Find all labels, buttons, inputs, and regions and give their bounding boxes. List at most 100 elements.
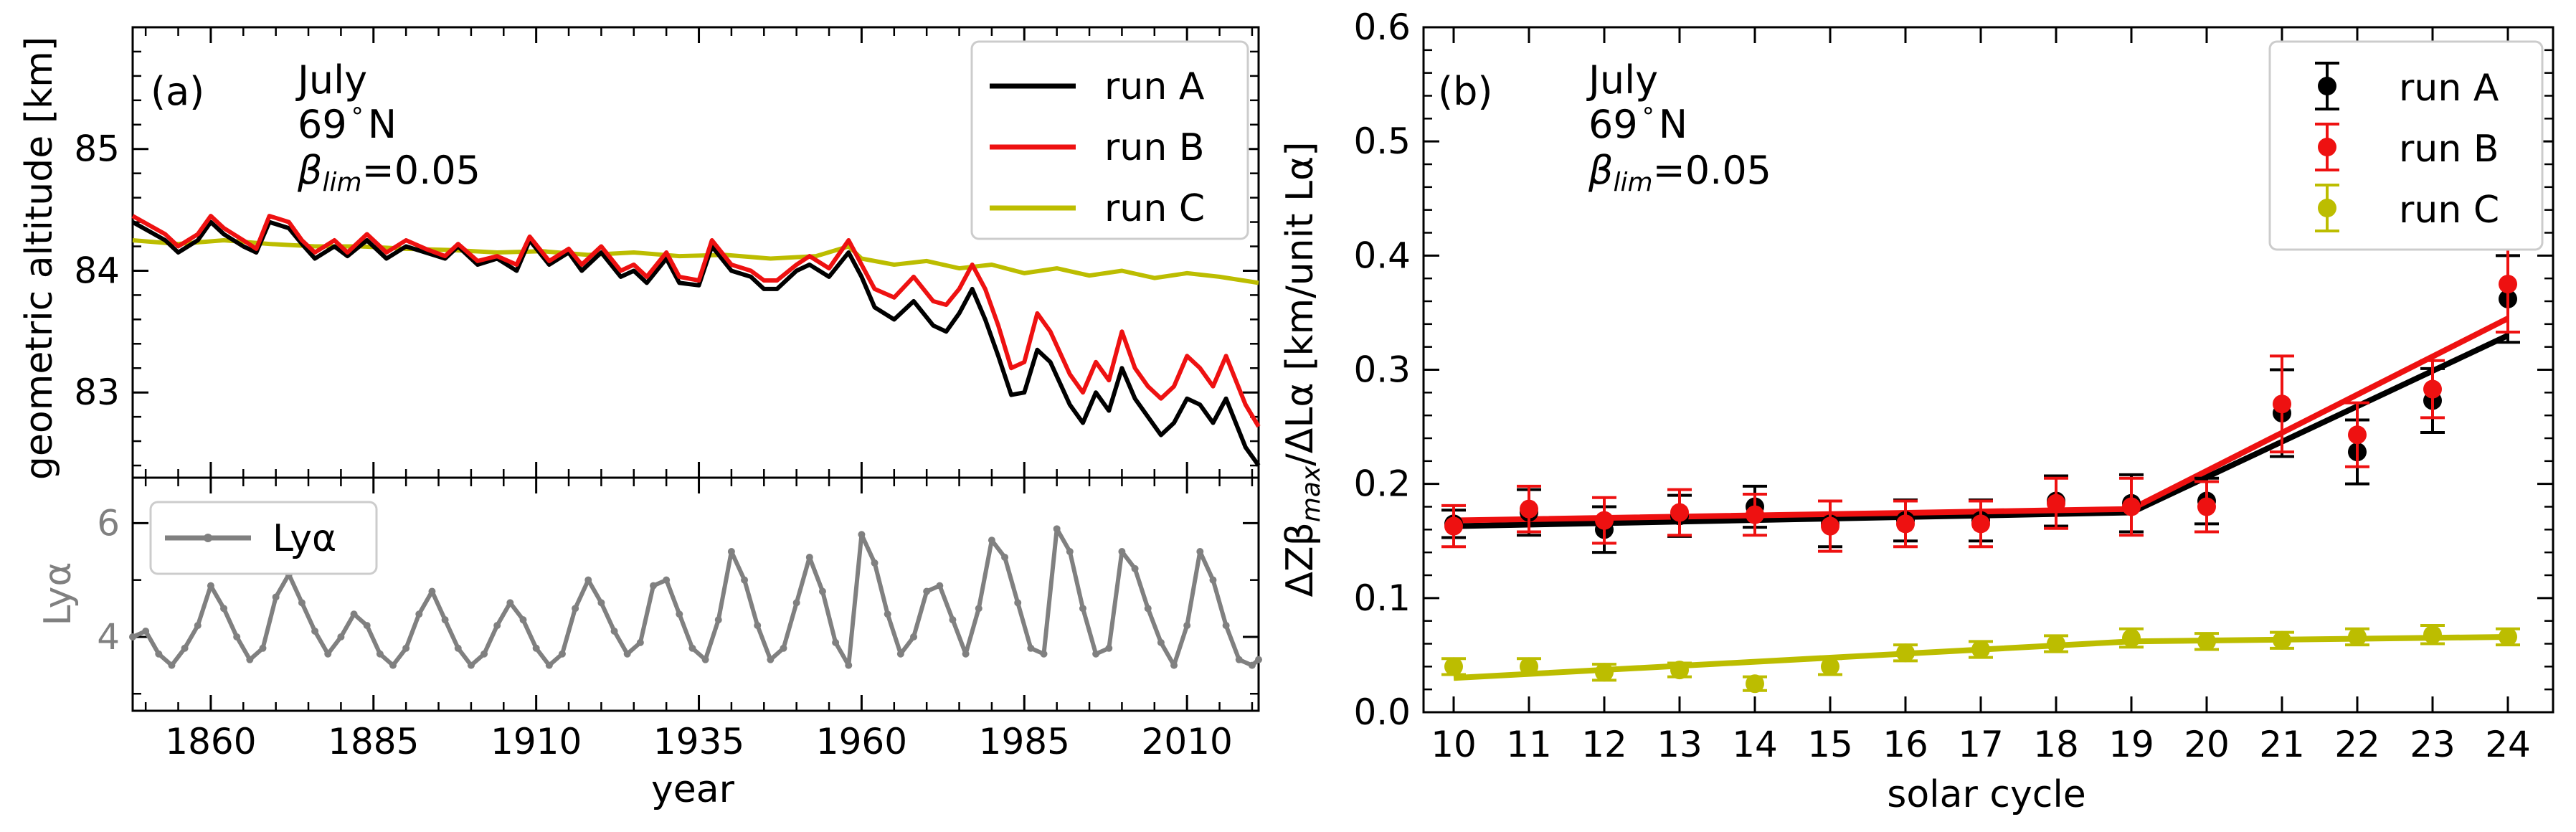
data-point-run-b [2348, 425, 2367, 445]
data-point-run-c [1595, 663, 1614, 682]
l-ytick-label: 6 [97, 502, 120, 544]
lya-point [467, 661, 475, 669]
lya-point [1066, 548, 1074, 556]
lya-point [207, 582, 214, 590]
data-point-run-c [2197, 632, 2216, 651]
panel-a-lower-ticks: 4 6 1860 1885 1910 1935 1960 1985 2010 [97, 478, 1259, 762]
lya-point [155, 650, 163, 658]
panel-b-legend: run A run B run C [2268, 40, 2544, 251]
lya-point [962, 650, 970, 658]
legend-label-lya: Lyα [273, 517, 336, 560]
lya-point [845, 661, 853, 669]
data-point-run-c [2499, 627, 2517, 646]
lya-point [623, 650, 631, 658]
lya-point [805, 553, 813, 561]
lya-point [1157, 638, 1165, 646]
lya-point [1248, 661, 1256, 669]
lya-point [1027, 644, 1035, 652]
lya-point [506, 599, 514, 607]
l-xtick-label: 1960 [816, 721, 907, 762]
data-point-run-b [1520, 499, 1538, 519]
data-point-run-c [1444, 657, 1463, 676]
panel-b: 0.0 0.1 0.2 0.3 0.4 0.5 0.6 10 11 12 13 14 15 16 17 18 1… [1353, 6, 2554, 765]
b-xtick-label: 18 [2033, 724, 2079, 765]
lya-point [363, 622, 371, 630]
data-point-run-c [1896, 643, 1915, 663]
panel-a-upper-ticks: 83 84 85 [74, 27, 1259, 478]
panel-a-label: (a) [151, 69, 204, 114]
lya-point [1183, 622, 1191, 630]
panel-b-month: July [1586, 57, 1658, 103]
lya-point [714, 616, 722, 624]
b-xtick-label: 24 [2485, 724, 2531, 765]
data-point-run-c [2273, 630, 2291, 650]
panel-a-upper: 83 84 85 (a) July 69 ° N βlim=0.05 run A run… [74, 26, 1261, 479]
panel-b-beta: βlim=0.05 [1588, 148, 1771, 197]
lya-point [832, 638, 840, 646]
legend-marker-lya [204, 534, 212, 542]
lya-point [168, 661, 176, 669]
data-point-run-b [1896, 514, 1915, 534]
l-ytick-label: 4 [97, 616, 120, 658]
lya-point [246, 656, 254, 663]
lya-point [1040, 650, 1048, 658]
lya-point [936, 582, 944, 590]
a-ytick-label: 83 [74, 372, 120, 413]
panel-b-xlabel: solar cycle [1887, 773, 2086, 816]
l-xtick-label: 1885 [328, 721, 419, 762]
panel-a-lower-series [129, 525, 1262, 669]
lya-point [896, 650, 904, 658]
legend-b-label-run-c: run C [2399, 189, 2499, 232]
data-point-run-c [1971, 640, 1990, 659]
lya-point [610, 628, 618, 635]
lya-point [233, 633, 241, 640]
panel-b-ticks: 0.0 0.1 0.2 0.3 0.4 0.5 0.6 10 11 12 13 14 15 16 17 18 1… [1353, 6, 2553, 765]
lya-point [871, 559, 879, 567]
data-point-run-c [2047, 634, 2065, 653]
lya-point [701, 656, 709, 663]
lya-point [727, 548, 735, 556]
lya-point [923, 587, 931, 595]
series-line-lya [131, 526, 1260, 668]
data-point-run-b [2197, 497, 2216, 516]
b-xtick-label: 23 [2410, 724, 2456, 765]
lya-point [949, 616, 957, 624]
lya-point [220, 605, 228, 613]
panel-a-upper-series [131, 214, 1261, 467]
lya-point [676, 610, 683, 618]
legend-box [970, 40, 1249, 240]
lya-point [1170, 661, 1178, 669]
b-ytick-label: 0.3 [1353, 349, 1411, 391]
panel-a-xlabel: year [651, 768, 735, 811]
b-ytick-label: 0.1 [1353, 577, 1411, 619]
b-xtick-label: 17 [1958, 724, 2004, 765]
l-xtick-label: 1910 [491, 721, 582, 762]
lya-point [1196, 548, 1204, 556]
l-xtick-label: 1985 [979, 721, 1070, 762]
b-xtick-label: 22 [2334, 724, 2380, 765]
l-xtick-label: 1860 [165, 721, 256, 762]
lya-point [1014, 599, 1022, 607]
lya-point [311, 628, 319, 635]
panel-a-beta: βlim=0.05 [297, 148, 480, 197]
data-point-run-b [2423, 379, 2442, 399]
lya-point [454, 644, 462, 652]
lya-point [337, 633, 345, 640]
lya-point [975, 605, 982, 613]
legend-b-label-run-a: run A [2399, 67, 2499, 110]
lya-point [428, 587, 436, 595]
legend-label-run-a: run A [1104, 65, 1205, 108]
b-xtick-label: 21 [2259, 724, 2305, 765]
lya-point [767, 656, 775, 663]
lya-point [1118, 548, 1126, 556]
lya-point [754, 622, 762, 630]
lya-point [181, 644, 189, 652]
lya-point [1144, 605, 1152, 613]
lya-point [818, 587, 826, 595]
data-point-run-c [2423, 625, 2442, 644]
b-xtick-label: 12 [1581, 724, 1627, 765]
lya-point [142, 628, 150, 635]
b-xtick-label: 19 [2108, 724, 2154, 765]
data-point-run-c [1520, 657, 1538, 676]
